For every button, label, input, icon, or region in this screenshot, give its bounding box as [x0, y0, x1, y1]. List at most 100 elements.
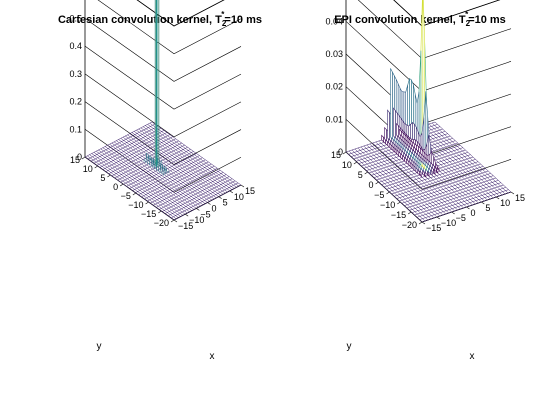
mesh-line	[87, 123, 156, 160]
mesh-line	[153, 170, 221, 206]
mesh-line	[135, 157, 203, 193]
mesh-line	[144, 163, 212, 200]
x-tick	[496, 196, 500, 200]
mesh-line	[406, 177, 496, 209]
x-tick-label: 10	[500, 198, 510, 208]
cartesian-kernel-plot: Cartesian convolution kernel, T2*=10 ms …	[58, 0, 262, 362]
surface-strip	[396, 122, 399, 138]
mesh-line	[167, 180, 236, 217]
x-tick	[196, 208, 200, 211]
y-tick-label: −5	[374, 190, 384, 200]
mesh-line	[419, 189, 509, 220]
y-tick-label: −20	[402, 220, 417, 230]
y-tick	[418, 221, 423, 225]
x-tick-label: −15	[178, 221, 193, 231]
z-tick-label: 0.5	[69, 13, 82, 23]
epi-kernel-plot: EPI convolution kernel, T2*=10 ms 0 0.01 0…	[325, 0, 525, 362]
x-tick	[510, 191, 515, 195]
x-tick-label: 5	[223, 198, 228, 208]
z-gridline	[136, 0, 225, 27]
x-tick	[207, 202, 211, 205]
tick-labels: 00.10.20.30.40.50.60.7151050−5−10−15−20−…	[69, 13, 255, 231]
mesh-line	[162, 176, 230, 212]
y-tick-label: 15	[331, 150, 341, 160]
mesh-line	[138, 159, 206, 196]
x-tick-label: 0	[212, 204, 217, 214]
y-tick-label: 10	[342, 160, 352, 170]
y-tick	[407, 211, 412, 215]
surface-strip	[387, 109, 390, 141]
mesh-line	[93, 128, 162, 164]
y-tick	[145, 201, 149, 205]
z-gridline	[84, 101, 242, 165]
x-tick	[451, 211, 455, 215]
y-tick-label: −20	[154, 218, 169, 228]
mesh-line	[126, 151, 194, 187]
y-tick-label: 5	[358, 170, 363, 180]
x-tick	[185, 213, 189, 217]
mesh-line	[129, 153, 197, 189]
mesh-line	[105, 136, 173, 172]
mesh-line	[416, 187, 507, 218]
mesh-line	[388, 161, 479, 192]
x-tick-label: −10	[441, 218, 456, 228]
y-tick	[158, 210, 162, 214]
x-tick-label: 15	[245, 186, 255, 196]
mesh-line	[170, 182, 239, 219]
y-tick-label: −15	[141, 209, 156, 219]
x-tick-label: −10	[189, 215, 204, 225]
tick-labels: 00.010.020.030.040.050.06151050−5−10−15−…	[325, 16, 525, 233]
z-tick-label: 0.03	[325, 49, 343, 59]
chart-title: Cartesian convolution kernel, T2*=10 ms	[58, 10, 262, 28]
z-gridline	[84, 18, 242, 82]
x-tick-label: 0	[471, 208, 476, 218]
z-tick-label: 0.3	[69, 69, 82, 79]
surface-strip	[399, 128, 402, 137]
z-tick-label: 0.02	[325, 82, 343, 92]
mesh-line	[399, 170, 489, 202]
y-tick-label: −15	[391, 210, 406, 220]
x-axis-label: x	[210, 351, 215, 362]
y-tick	[364, 171, 368, 175]
x-tick	[240, 184, 245, 188]
surface-strip	[381, 134, 384, 143]
x-tick-label: −5	[456, 213, 466, 223]
y-tick-label: 0	[113, 182, 118, 192]
x-tick-label: −5	[200, 209, 210, 219]
x-tick	[229, 190, 233, 194]
z-tick-label: 0	[77, 152, 82, 162]
y-tick	[375, 181, 379, 185]
x-tick	[218, 196, 222, 199]
mesh-line	[164, 178, 233, 214]
mesh-line	[401, 173, 491, 204]
x-axis-label: x	[470, 351, 475, 362]
mesh-line	[391, 163, 481, 195]
mesh-line	[156, 172, 224, 208]
y-tick-label: 5	[100, 173, 105, 183]
x-tick	[173, 219, 178, 223]
mesh-line	[411, 182, 501, 213]
y-tick	[119, 183, 124, 187]
y-tick-label: −5	[121, 191, 131, 201]
chart-title: EPI convolution kernel, T2*=10 ms	[334, 10, 506, 28]
y-axis-label: y	[97, 341, 102, 352]
x-tick-label: 15	[515, 193, 525, 203]
mesh-line	[96, 130, 164, 166]
z-gridline	[84, 45, 242, 110]
y-tick	[397, 201, 401, 205]
axis-frame	[84, 0, 242, 221]
mesh-line	[394, 166, 484, 197]
x-tick-label: −15	[426, 223, 441, 233]
y-tick	[342, 151, 347, 155]
x-tick-label: 10	[234, 192, 244, 202]
z-tick-label: 0.2	[69, 97, 82, 107]
surface-strip	[384, 126, 387, 142]
mesh-line	[159, 174, 227, 210]
mesh-line	[404, 175, 494, 206]
mesh-line	[409, 180, 499, 211]
y-tick	[170, 219, 175, 223]
mesh-line	[84, 121, 153, 158]
x-tick	[421, 221, 426, 225]
mesh-line	[120, 146, 188, 183]
